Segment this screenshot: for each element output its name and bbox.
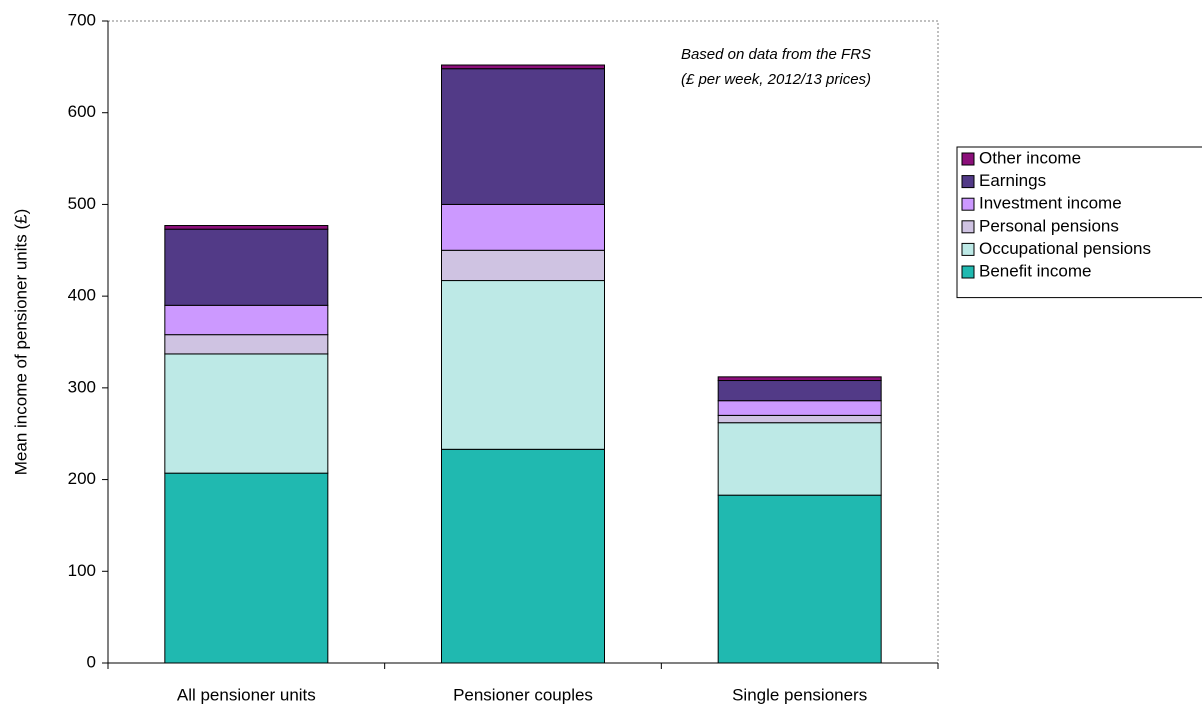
y-tick-label: 0	[87, 652, 96, 671]
bar-segment	[717, 494, 882, 664]
y-tick-label: 200	[68, 469, 96, 488]
bar-segment	[164, 472, 329, 664]
legend-box	[956, 146, 1202, 299]
annotation: (£ per week, 2012/13 prices)	[681, 71, 871, 88]
bar-segment	[164, 353, 329, 474]
bar-segment	[441, 64, 605, 70]
legend-swatch	[961, 242, 975, 256]
y-tick-label: 100	[68, 561, 96, 580]
legend-swatch	[961, 175, 975, 189]
bar-segment	[441, 68, 605, 205]
bar-segment	[441, 203, 605, 251]
bar-segment	[164, 334, 329, 355]
bar-segment	[717, 376, 882, 382]
y-tick-label: 700	[68, 10, 96, 29]
legend-swatch	[961, 265, 975, 279]
legend-label: Earnings	[979, 171, 1046, 190]
bar-segment	[164, 304, 329, 336]
bar-segment	[441, 280, 605, 450]
y-tick-label: 400	[68, 286, 96, 305]
bar-segment	[717, 400, 882, 416]
legend-swatch	[961, 220, 975, 234]
x-tick-label: All pensioner units	[177, 685, 316, 704]
bar-segment	[441, 448, 605, 664]
legend-label: Investment income	[979, 194, 1122, 213]
bar-segment	[164, 228, 329, 306]
x-tick-label: Single pensioners	[732, 685, 867, 704]
legend-swatch	[961, 152, 975, 166]
annotation: Based on data from the FRS	[681, 46, 871, 63]
y-tick-label: 600	[68, 102, 96, 121]
y-tick-label: 300	[68, 377, 96, 396]
bar-segment	[441, 249, 605, 282]
bar-segment	[164, 225, 329, 230]
y-tick-label: 500	[68, 194, 96, 213]
legend-label: Personal pensions	[979, 216, 1119, 235]
bar-segment	[717, 414, 882, 424]
bar-segment	[717, 422, 882, 496]
x-tick-label: Pensioner couples	[453, 685, 593, 704]
legend-label: Other income	[979, 148, 1081, 167]
legend-label: Occupational pensions	[979, 239, 1151, 258]
bar-segment	[717, 380, 882, 402]
y-axis-title: Mean income of pensioner units (£)	[11, 209, 30, 475]
legend-label: Benefit income	[979, 261, 1091, 280]
legend-swatch	[961, 197, 975, 211]
